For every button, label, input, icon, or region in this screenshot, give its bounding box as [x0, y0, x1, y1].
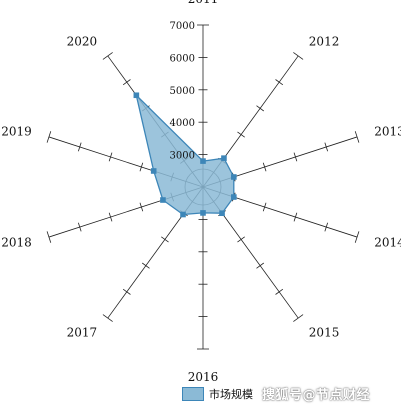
data-point-2014 — [231, 194, 237, 200]
axis-tick-2018-5000 — [108, 212, 113, 222]
axis-tick-2013-4000 — [262, 162, 267, 172]
axis-tick-2015-5000 — [256, 262, 265, 269]
axis-tick-2015-7000 — [293, 314, 304, 322]
category-label-2017: 2017 — [67, 326, 98, 340]
axis-tick-2019-5000 — [108, 152, 113, 162]
radar-labels: 3000 4000 5000 6000 7000 2011 2012 2013 2014 2015… — [1, 0, 401, 384]
axis-tick-2017-6000 — [122, 288, 131, 295]
tick-label-6000: 6000 — [170, 53, 195, 64]
axis-tick-2017-7000 — [102, 314, 113, 322]
axis-tick-2013-6000 — [324, 142, 329, 152]
category-label-2019: 2019 — [1, 124, 32, 138]
tick-label-4000: 4000 — [170, 118, 195, 129]
category-label-2020: 2020 — [67, 34, 98, 48]
legend-label: 市场规模 — [209, 388, 253, 401]
data-point-2017 — [180, 211, 186, 218]
category-label-2011: 2011 — [188, 0, 219, 6]
category-label-2014: 2014 — [374, 236, 401, 250]
data-point-2015 — [219, 210, 225, 217]
category-label-2012: 2012 — [309, 34, 340, 48]
axis-tick-2013-7000 — [354, 131, 360, 143]
category-label-2013: 2013 — [374, 124, 401, 138]
axis-tick-2020-6000 — [122, 79, 131, 86]
tick-label-3000: 3000 — [170, 151, 195, 162]
legend: 市场规模 — [182, 386, 253, 402]
axis-tick-2018-6000 — [77, 222, 82, 232]
data-point-2012 — [221, 155, 227, 161]
axis-tick-2014-7000 — [354, 231, 360, 243]
axis-tick-2015-4000 — [237, 236, 245, 243]
data-point-2020 — [133, 92, 140, 99]
axis-tick-2014-5000 — [293, 212, 298, 222]
axis-tick-2018-4000 — [139, 202, 144, 212]
axis-tick-2014-6000 — [324, 222, 329, 232]
legend-swatch — [182, 387, 204, 401]
axis-tick-2014-4000 — [262, 202, 267, 212]
axis-tick-2020-7000 — [102, 52, 113, 60]
axis-tick-2012-4000 — [237, 131, 245, 138]
axis-tick-2012-5000 — [256, 105, 265, 112]
watermark: 搜狐号@节点财经 — [262, 388, 371, 403]
data-point-2013 — [231, 174, 237, 180]
axis-tick-2013-5000 — [293, 152, 298, 162]
tick-label-5000: 5000 — [170, 86, 195, 97]
data-point-2016 — [200, 210, 206, 216]
category-label-2016: 2016 — [188, 370, 219, 384]
axis-tick-2019-6000 — [77, 142, 82, 152]
axis-tick-2017-4000 — [161, 236, 169, 243]
axis-tick-2019-7000 — [46, 131, 52, 143]
category-label-2018: 2018 — [1, 236, 32, 250]
axis-tick-2019-4000 — [139, 162, 144, 172]
tick-label-7000: 7000 — [170, 21, 195, 32]
axis-tick-2017-5000 — [141, 262, 150, 269]
axis-tick-2012-6000 — [275, 79, 284, 86]
radar-area-layer — [133, 92, 237, 218]
data-point-2011 — [200, 158, 206, 164]
data-point-2019 — [150, 168, 157, 174]
category-label-2015: 2015 — [309, 326, 340, 340]
axis-tick-2018-7000 — [46, 231, 52, 243]
axis-tick-2012-7000 — [293, 52, 304, 60]
data-point-2018 — [160, 197, 166, 203]
axis-tick-2015-6000 — [275, 288, 284, 295]
